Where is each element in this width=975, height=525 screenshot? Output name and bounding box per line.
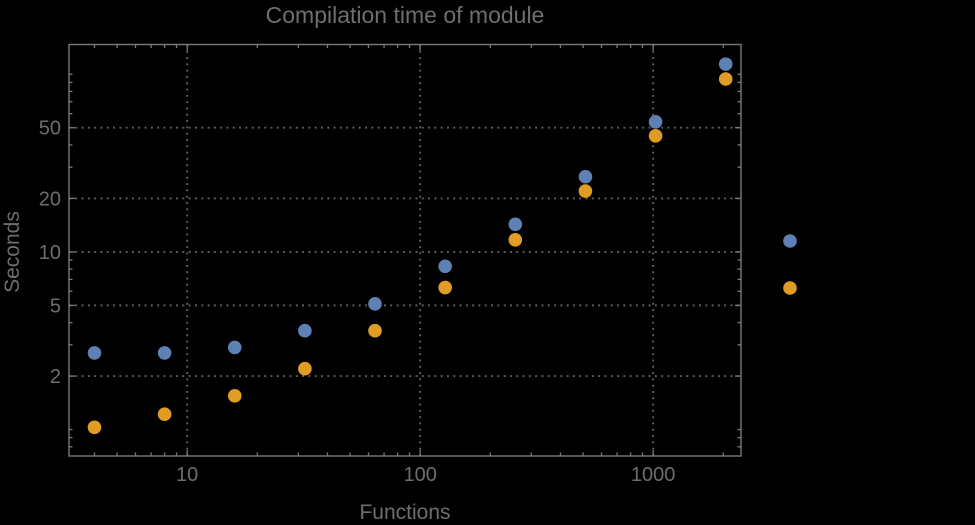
data-point-series-2-x32 [298,361,312,376]
data-point-series-2-x4 [87,420,102,435]
data-point-series-1-x1024 [648,114,663,129]
legend-marker-2 [783,281,797,295]
data-point-series-1-x2048 [718,57,733,71]
data-point-series-1-x32 [298,323,312,338]
x-tick-label-1000: 1000 [631,464,676,486]
plot-frame [68,43,742,457]
data-point-series-2-x256 [508,232,523,247]
data-point-series-1-x16 [227,340,242,355]
x-tick-label-100: 100 [403,464,436,486]
data-point-series-2-x8 [157,407,172,422]
y-tick-label-2: 2 [50,366,61,388]
data-point-series-1-x512 [578,169,593,184]
y-tick-label-5: 5 [50,295,61,317]
legend-marker-1 [783,234,797,248]
y-tick-label-10: 10 [39,242,61,264]
data-point-series-2-x1024 [648,129,663,143]
x-axis-label: Functions [359,501,451,524]
data-point-series-2-x2048 [718,72,733,86]
data-point-series-1-x64 [368,297,382,311]
chart-title: Compilation time of module [265,2,545,28]
data-point-series-1-x8 [157,346,172,360]
x-tick-label-10: 10 [176,464,198,486]
data-point-series-2-x16 [227,388,242,403]
data-point-series-2-x64 [368,323,382,338]
y-tick-label-50: 50 [39,118,61,140]
data-point-series-2-x512 [578,184,593,198]
data-point-series-1-x4 [87,346,102,360]
data-point-series-1-x128 [438,259,452,274]
y-tick-label-20: 20 [39,188,61,210]
data-point-series-2-x128 [438,280,452,295]
data-point-series-1-x256 [508,217,523,232]
